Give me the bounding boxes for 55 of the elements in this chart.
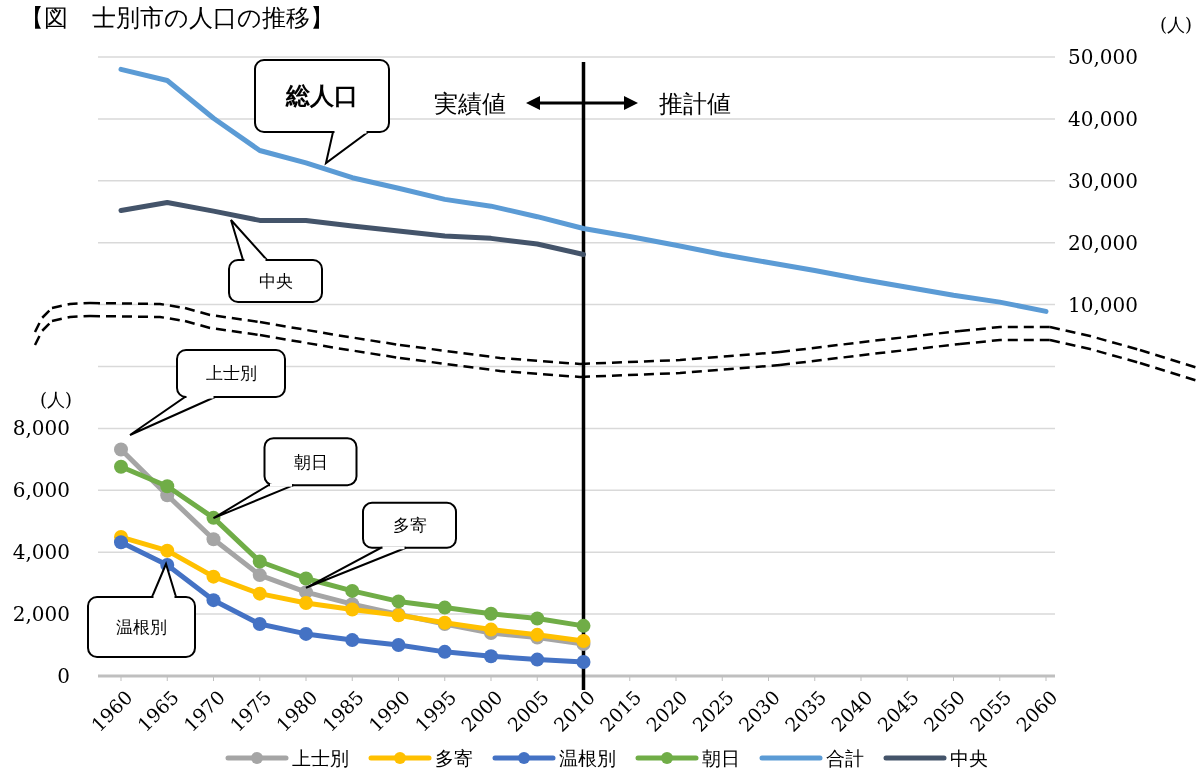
- point: [114, 459, 128, 474]
- point: [206, 532, 221, 547]
- point: [114, 442, 128, 457]
- y2-tick-label: 10,000: [1068, 292, 1138, 317]
- point: [252, 568, 267, 583]
- point: [206, 593, 221, 608]
- y-tick-label: 2,000: [12, 602, 70, 627]
- y2-tick-label: 20,000: [1068, 230, 1138, 255]
- point: [252, 586, 267, 601]
- point: [484, 649, 498, 664]
- point: [484, 606, 498, 621]
- point: [160, 479, 175, 494]
- point: [160, 543, 175, 558]
- legend-label: 上士別: [292, 746, 349, 769]
- legend-label: 温根別: [559, 746, 616, 769]
- annotation: 上士別: [205, 363, 257, 384]
- annotation: 推計値: [659, 90, 731, 118]
- legend-label: 中央: [950, 746, 988, 769]
- point: [252, 617, 267, 631]
- point: [345, 602, 360, 617]
- point: [299, 626, 313, 641]
- y-tick-label: 0: [57, 664, 70, 688]
- chart-title: 【図 士別市の人口の推移】: [20, 4, 334, 32]
- point: [114, 535, 128, 550]
- point: [299, 571, 313, 586]
- point: [576, 618, 591, 633]
- annotation: 中央: [258, 270, 293, 291]
- annotation: 多寄: [392, 515, 427, 536]
- y2-tick-label: 40,000: [1068, 106, 1138, 131]
- point: [299, 595, 313, 610]
- point: [576, 655, 591, 670]
- legend-label: 多寄: [435, 746, 473, 769]
- y-tick-label: 4,000: [12, 540, 70, 565]
- point: [530, 652, 545, 667]
- annotation: 実績値: [434, 90, 506, 118]
- annotation: 温根別: [116, 616, 167, 637]
- annotation: 総人口: [285, 81, 358, 111]
- point: [391, 638, 406, 653]
- y2-axis-title: (人): [1159, 14, 1193, 35]
- annotation: 朝日: [293, 451, 328, 472]
- legend-label: 合計: [826, 746, 864, 769]
- y-tick-label: 8,000: [12, 416, 70, 441]
- y2-tick-label: 50,000: [1068, 45, 1138, 69]
- point: [391, 594, 406, 609]
- point: [530, 611, 545, 626]
- point: [437, 600, 452, 615]
- point: [252, 554, 267, 569]
- y-axis-title: (人): [39, 389, 73, 411]
- point: [345, 583, 360, 598]
- point: [345, 633, 360, 648]
- legend-label: 朝日: [702, 746, 740, 769]
- y2-tick-label: 30,000: [1068, 168, 1138, 193]
- y-tick-label: 6,000: [12, 478, 70, 503]
- point: [206, 569, 221, 584]
- point: [437, 644, 452, 659]
